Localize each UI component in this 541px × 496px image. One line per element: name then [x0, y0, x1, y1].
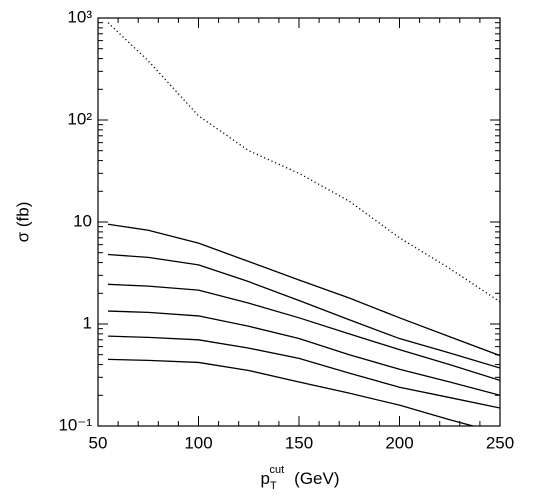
- y-tick-label: 10: [73, 211, 92, 230]
- plot-area: [107, 22, 500, 426]
- x-label-unit: (GeV): [294, 469, 339, 488]
- x-tick-label: 250: [486, 433, 514, 452]
- series-line: [108, 253, 500, 369]
- x-tick-label: 200: [385, 433, 413, 452]
- series-line: [108, 310, 500, 396]
- x-tick-label: 100: [184, 433, 212, 452]
- y-tick-label: 1: [83, 313, 92, 332]
- x-label-sup: cut: [269, 464, 284, 476]
- y-tick-label: 10³: [67, 7, 92, 26]
- y-tick-label: 10²: [67, 109, 92, 128]
- series-line: [107, 223, 500, 357]
- series-line: [108, 283, 500, 382]
- y-tick-label: 10⁻¹: [58, 415, 92, 434]
- x-axis-label: pTcut (GeV): [261, 464, 340, 492]
- x-label-sub: T: [270, 480, 277, 492]
- x-tick-label: 150: [285, 433, 313, 452]
- x-label-base: p: [261, 469, 270, 488]
- series-line: [108, 335, 500, 409]
- plot-frame: [97, 17, 501, 427]
- x-tick-label: 50: [89, 433, 108, 452]
- series-line: [107, 22, 500, 303]
- y-axis-label: σ (fb): [13, 202, 32, 243]
- series-line: [108, 358, 476, 426]
